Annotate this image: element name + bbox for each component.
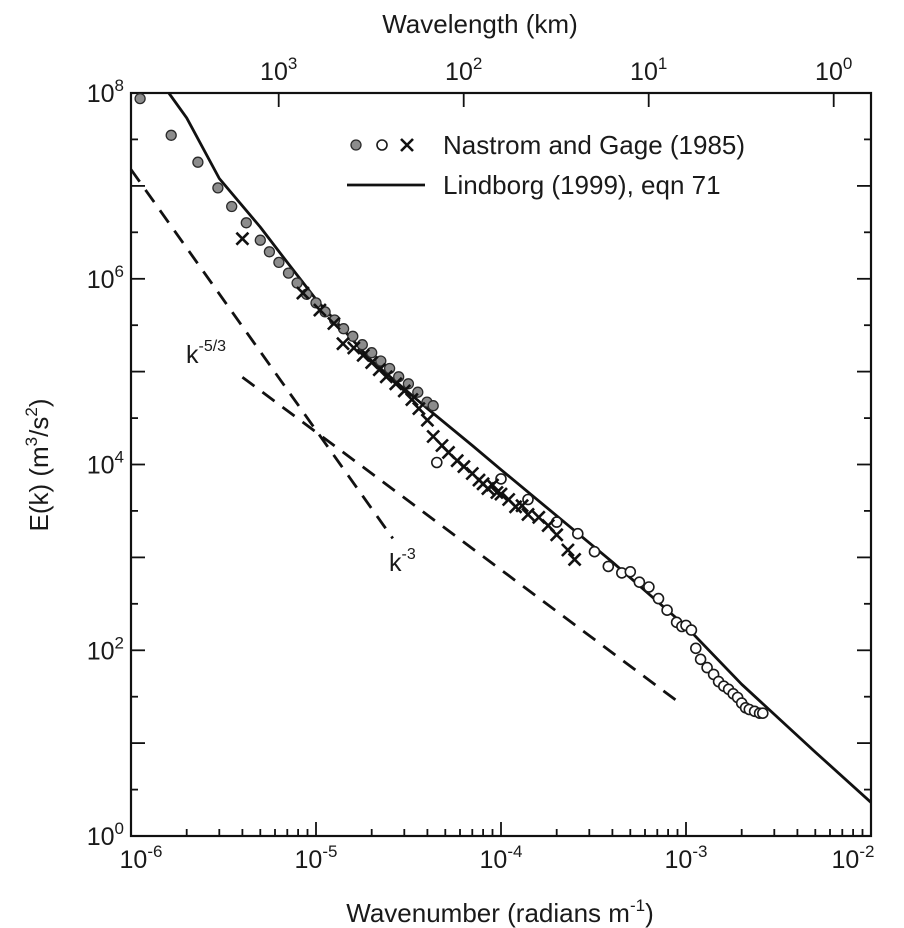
filled-circle-point (263, 246, 276, 258)
filled-circle-point (347, 330, 359, 342)
top-tick-label: 100 (815, 54, 852, 86)
slope-reference-line (241, 376, 683, 706)
filled-circle-point (240, 217, 252, 229)
open-circle-point (652, 592, 665, 605)
cross-point (567, 552, 582, 567)
top-tick-label: 102 (445, 54, 482, 86)
filled-circle-point (375, 355, 387, 367)
tick-marks (130, 93, 871, 837)
cross-point (549, 527, 564, 542)
tick-labels: 10-6 10-5 10-4 10-3 10-2 100 102 104 106 108 103 10… (87, 54, 875, 874)
open-circle-point (495, 473, 507, 485)
filled-circle-point (273, 256, 285, 269)
cross-point (404, 392, 419, 407)
y-axis-title: E(k) (m3/s2) (22, 398, 54, 531)
cross-point (235, 231, 250, 246)
x-tick-label: 10-2 (832, 842, 875, 874)
cross-point (346, 340, 361, 355)
open-circle-point (661, 604, 673, 617)
slope-label-k-5-3: k-5/3 (186, 338, 226, 369)
open-circle-point (643, 581, 655, 593)
filled-circle-point (165, 129, 177, 141)
open-circle-point (588, 545, 601, 558)
cross-point (326, 316, 341, 331)
open-circle-point (694, 653, 707, 666)
x-tick-label: 10-4 (480, 842, 523, 874)
cross-point (489, 485, 504, 500)
top-tick-label: 103 (260, 54, 297, 86)
y-tick-label: 106 (87, 262, 124, 294)
open-circle-point (633, 576, 646, 589)
slope-label-k-3: k-3 (389, 546, 416, 577)
cross-point (411, 401, 426, 416)
y-tick-label: 100 (87, 819, 124, 851)
cross-point (420, 413, 435, 428)
x-tick-label: 10-5 (295, 842, 338, 874)
filled-circle-point (402, 378, 415, 390)
filled-circle-point (212, 182, 224, 194)
x-axis-title: Wavenumber (radians m-1) (346, 896, 654, 928)
filled-circle-point (282, 267, 295, 279)
legend-filled-circle-icon (350, 139, 362, 151)
cross-point (336, 336, 350, 351)
legend-label-lindborg: Lindborg (1999), eqn 71 (443, 170, 721, 200)
filled-circle-point (427, 400, 439, 412)
cross-point (379, 369, 394, 384)
legend: Nastrom and Gage (1985) Lindborg (1999), … (347, 130, 745, 200)
open-circle-point (624, 565, 637, 578)
open-circle-point (685, 624, 698, 636)
y-tick-label: 108 (87, 76, 124, 108)
x-tick-label: 10-6 (120, 842, 163, 874)
x-tick-label: 10-3 (665, 842, 708, 874)
lindborg-curve (167, 92, 872, 804)
legend-label-nastrom: Nastrom and Gage (1985) (443, 130, 745, 160)
open-circle-point (430, 456, 443, 469)
open-circle-point (689, 642, 702, 655)
cross-point (295, 286, 310, 301)
y-tick-label: 104 (87, 448, 124, 480)
legend-cross-icon (400, 138, 414, 152)
plot-area (129, 92, 872, 804)
filled-circle-point (254, 234, 266, 246)
open-circle-point (756, 707, 769, 720)
filled-circle-point (134, 92, 146, 105)
cross-point (560, 543, 575, 557)
top-tick-label: 101 (630, 54, 667, 86)
filled-circle-point (291, 277, 303, 289)
y-tick-label: 102 (87, 633, 124, 665)
cross-point (515, 498, 530, 513)
slope-reference-line (129, 168, 394, 540)
open-circle-point (701, 661, 713, 674)
cross-point (521, 507, 535, 522)
annotations: k-5/3 k-3 (186, 338, 416, 577)
top-axis-title: Wavelength (km) (382, 9, 578, 39)
open-circle-point (602, 560, 615, 573)
filled-circle-point (226, 200, 238, 213)
cross-point (312, 303, 327, 318)
cross-point (494, 487, 508, 502)
open-circle-point (571, 527, 584, 540)
legend-open-circle-icon (376, 139, 388, 151)
filled-circle-point (192, 156, 204, 168)
